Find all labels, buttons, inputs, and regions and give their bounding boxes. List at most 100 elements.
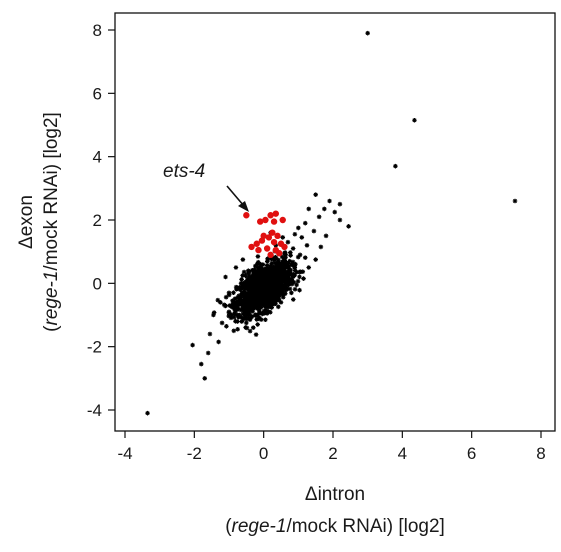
data-point xyxy=(261,271,266,276)
data-point xyxy=(224,323,229,329)
data-point xyxy=(286,269,291,275)
data-point xyxy=(337,201,343,207)
data-point xyxy=(288,250,293,255)
data-point xyxy=(231,314,237,320)
data-point xyxy=(273,243,279,248)
data-point xyxy=(258,302,263,307)
x-tick-label: 2 xyxy=(328,444,337,463)
data-point xyxy=(235,299,241,305)
data-point xyxy=(252,267,257,273)
data-point xyxy=(226,309,232,315)
highlighted-point xyxy=(255,246,262,254)
data-point xyxy=(257,292,262,297)
x-tick-label: -2 xyxy=(187,444,202,463)
data-point xyxy=(288,271,294,276)
data-point xyxy=(273,301,278,307)
highlighted-point xyxy=(257,218,264,225)
data-point xyxy=(211,312,216,318)
data-point xyxy=(236,306,242,312)
data-point xyxy=(256,300,261,305)
data-point xyxy=(254,283,260,289)
data-point xyxy=(271,277,277,282)
data-point xyxy=(292,286,298,292)
data-point xyxy=(263,317,268,323)
highlighted-point xyxy=(279,216,286,224)
data-point xyxy=(250,308,255,314)
data-point xyxy=(254,306,260,311)
data-point xyxy=(262,285,268,290)
data-point xyxy=(316,214,322,220)
data-point xyxy=(262,279,268,284)
data-point xyxy=(253,278,259,284)
data-point xyxy=(283,285,288,290)
data-point xyxy=(274,292,279,297)
x-tick-label: 4 xyxy=(398,444,407,463)
data-point xyxy=(261,300,267,306)
data-point xyxy=(285,271,291,277)
data-point xyxy=(258,284,264,290)
data-point xyxy=(247,289,253,294)
data-point xyxy=(268,309,273,315)
data-point xyxy=(256,265,261,270)
ticks-layer: -4 -2 0 2 4 6 8 -4 -2 0 2 4 6 8 xyxy=(87,21,546,463)
highlighted-point xyxy=(276,250,283,257)
data-point xyxy=(238,281,244,286)
data-point xyxy=(256,316,261,321)
data-point xyxy=(272,285,278,290)
highlighted-point xyxy=(270,238,278,246)
data-point xyxy=(291,272,296,277)
data-point xyxy=(283,263,289,269)
data-point xyxy=(273,268,279,274)
data-point xyxy=(242,312,248,318)
data-point xyxy=(249,287,255,292)
data-point xyxy=(244,320,249,326)
data-point xyxy=(265,275,271,280)
data-point xyxy=(254,289,259,295)
data-point xyxy=(245,303,250,309)
data-point xyxy=(295,254,301,260)
data-point xyxy=(269,256,275,262)
data-point xyxy=(269,272,275,277)
data-point xyxy=(258,278,263,283)
data-point xyxy=(249,297,254,302)
data-point xyxy=(278,291,284,297)
data-point xyxy=(244,286,250,292)
data-point xyxy=(297,274,302,280)
data-point xyxy=(243,273,248,278)
data-point xyxy=(247,328,253,334)
data-point xyxy=(226,313,232,319)
data-point xyxy=(234,286,240,292)
data-point xyxy=(261,278,266,283)
data-point xyxy=(244,301,249,307)
x-tick-label: 8 xyxy=(536,444,545,463)
data-point xyxy=(279,254,285,260)
data-point xyxy=(287,286,293,292)
data-point xyxy=(294,269,299,275)
data-point xyxy=(286,266,291,271)
data-point xyxy=(239,319,245,324)
data-point xyxy=(323,233,329,239)
data-point xyxy=(276,257,281,263)
data-point xyxy=(275,297,281,303)
data-point xyxy=(279,272,284,278)
data-point xyxy=(272,297,278,303)
data-point xyxy=(261,311,266,316)
data-point xyxy=(278,300,284,305)
data-point xyxy=(302,255,308,260)
data-point xyxy=(250,279,256,285)
highlighted-point xyxy=(267,251,274,259)
data-point xyxy=(277,272,283,277)
data-point xyxy=(285,239,291,245)
data-point xyxy=(239,315,244,320)
data-point xyxy=(301,276,306,281)
data-point xyxy=(252,285,258,291)
data-point xyxy=(278,262,284,267)
y-tick-label: -2 xyxy=(87,338,102,357)
highlighted-point xyxy=(270,218,278,225)
data-point xyxy=(255,269,260,274)
highlighted-point xyxy=(262,216,269,224)
data-point xyxy=(258,261,263,267)
data-point xyxy=(285,280,290,286)
data-point xyxy=(270,299,276,305)
data-point xyxy=(264,269,269,275)
